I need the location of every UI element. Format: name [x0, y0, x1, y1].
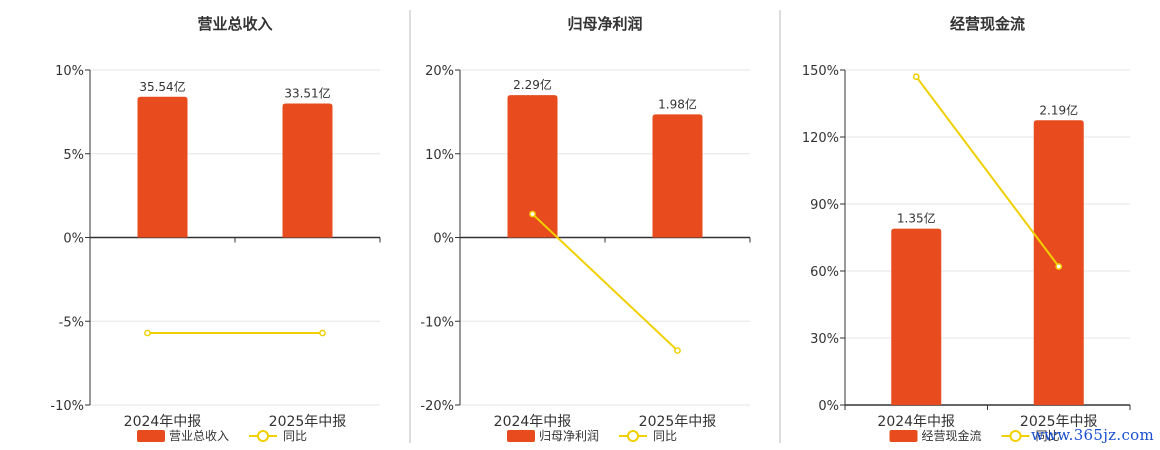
legend-bar-swatch [889, 430, 918, 442]
y-tick-label: 0% [433, 232, 454, 247]
legend-line-marker [627, 430, 639, 442]
bar-1 [282, 103, 333, 238]
legend-bar-label: 归母净利润 [539, 429, 599, 443]
yoy-point-1 [674, 347, 681, 354]
yoy-point-1 [1055, 263, 1063, 270]
yoy-point-0 [912, 73, 920, 81]
yoy-line [915, 76, 1060, 268]
y-tick-label: 0% [63, 232, 84, 247]
bar-label-1: 2.19亿 [1039, 102, 1078, 117]
legend-line-marker [257, 430, 269, 442]
bar-label-0: 35.54亿 [139, 79, 185, 94]
category-label-0: 2024年中报 [877, 414, 955, 430]
yoy-line [531, 213, 679, 352]
legend-line-marker [1009, 430, 1022, 442]
y-tick-label: -10% [420, 315, 454, 330]
y-tick-label: 150% [802, 64, 839, 79]
y-tick-label: 10% [55, 64, 84, 79]
y-tick-label: -5% [59, 315, 84, 330]
y-tick-label: 120% [802, 131, 839, 146]
bar-label-0: 2.29亿 [513, 77, 552, 92]
bar-label-1: 1.98亿 [658, 96, 697, 111]
category-label-0: 2024年中报 [124, 414, 202, 430]
legend-bar-label: 经营现金流 [922, 428, 982, 443]
y-tick-label: 90% [810, 198, 839, 213]
category-label-1: 2025年中报 [269, 414, 347, 430]
bar-label-1: 33.51亿 [284, 86, 330, 101]
bar-1 [1033, 120, 1084, 405]
y-tick-label: 10% [425, 148, 454, 163]
legend-line-label: 同比 [1036, 429, 1060, 443]
chart-title: 经营现金流 [950, 15, 1025, 33]
legend-bar-swatch [137, 430, 165, 442]
y-tick-label: 20% [425, 64, 454, 79]
bar-0 [891, 228, 942, 405]
legend-bar-swatch [507, 430, 535, 442]
bar-0 [507, 95, 558, 238]
yoy-point-1 [319, 329, 326, 337]
category-label-1: 2025年中报 [1020, 414, 1098, 430]
y-tick-label: 0% [818, 399, 839, 414]
bar-1 [652, 114, 703, 238]
watermark-text: www.365jz.com [1030, 426, 1154, 444]
yoy-point-0 [529, 210, 536, 218]
chart-title: 归母净利润 [567, 15, 642, 33]
legend-line-label: 同比 [653, 429, 677, 443]
category-label-1: 2025年中报 [639, 414, 717, 430]
y-tick-label: -10% [50, 399, 84, 414]
chart-title: 营业总收入 [197, 15, 272, 33]
yoy-point-0 [144, 329, 151, 337]
category-label-0: 2024年中报 [494, 414, 572, 430]
legend-bar-label: 营业总收入 [169, 429, 229, 443]
bar-label-0: 1.35亿 [897, 211, 936, 226]
y-tick-label: 30% [810, 332, 839, 347]
y-tick-label: -20% [420, 399, 454, 414]
legend-line-label: 同比 [283, 429, 307, 443]
bar-0 [137, 96, 188, 238]
y-tick-label: 5% [63, 148, 84, 163]
y-tick-label: 60% [810, 265, 839, 280]
